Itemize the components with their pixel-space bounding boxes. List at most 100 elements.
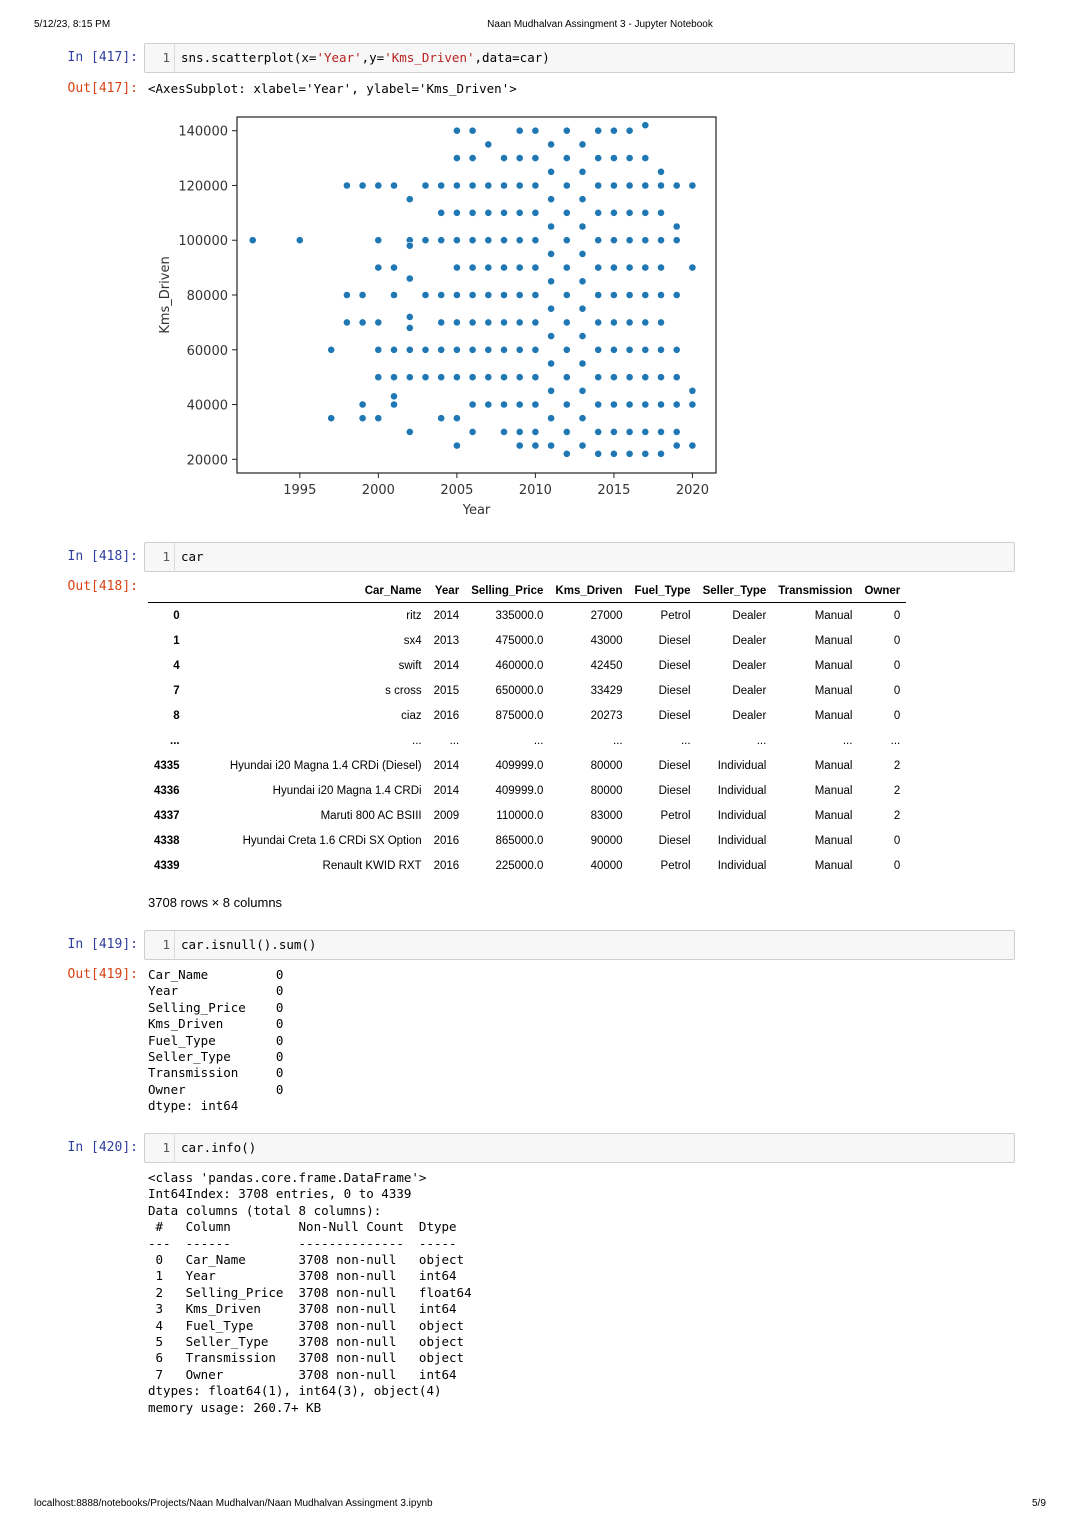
table-cell: 2014: [433, 609, 460, 622]
table-row: 4337 Maruti 800 AC BSIII 2009 110000.0 83000…: [148, 803, 906, 828]
scatter-point: [452, 373, 461, 382]
x-tick-label: 2005: [440, 483, 473, 498]
scatter-point: [641, 400, 650, 409]
scatter-point: [500, 236, 508, 245]
table-cell: Manual: [814, 634, 853, 647]
table-cell: Manual: [814, 834, 853, 847]
table-cell: Dealer: [732, 684, 767, 697]
code-token: sns.scatterplot(x=: [181, 50, 317, 65]
scatter-point: [625, 400, 634, 409]
table-row: 7 s cross 2015 650000.0 33429 Diesel Dealer Man…: [148, 678, 906, 703]
table-cell: 0: [893, 609, 901, 622]
scatter-point: [594, 208, 603, 217]
scatter-point: [609, 263, 618, 272]
scatter-point: [531, 291, 540, 299]
scatter-point: [358, 181, 367, 190]
column-header: [148, 580, 186, 603]
code-text[interactable]: car.info(): [181, 1140, 257, 1155]
table-cell: 33429: [590, 684, 623, 697]
table-cell: Manual: [814, 759, 853, 772]
scatter-point: [531, 400, 540, 409]
scatter-point: [657, 345, 665, 354]
scatter-point: [468, 154, 477, 162]
code-cell-418[interactable]: 1 car: [144, 542, 1015, 572]
code-text[interactable]: car.isnull().sum(): [181, 937, 317, 952]
scatter-point: [342, 318, 351, 327]
scatter-point: [672, 427, 681, 436]
scatter-point: [468, 263, 477, 272]
scatter-point: [657, 181, 665, 190]
scatter-point: [515, 236, 524, 245]
table-cell: 20273: [590, 709, 623, 722]
x-tick-label: 2000: [362, 483, 395, 498]
scatter-point: [562, 427, 571, 436]
code-cell-419[interactable]: 1 car.isnull().sum(): [144, 930, 1015, 960]
table-row: ...........................: [148, 728, 906, 753]
scatter-point: [625, 373, 634, 382]
scatter-point: [562, 449, 571, 458]
scatter-point: [609, 427, 618, 436]
scatter-point: [374, 318, 383, 327]
table-cell: 0: [893, 634, 901, 647]
scatter-point: [657, 427, 665, 436]
scatter-point: [641, 154, 650, 162]
scatter-point: [437, 414, 446, 423]
scatter-point: [500, 345, 508, 354]
scatter-point: [547, 277, 555, 286]
scatter-point: [484, 208, 493, 217]
code-text[interactable]: sns.scatterplot(x='Year',y='Kms_Driven',…: [181, 44, 550, 72]
table-cell: 90000: [590, 834, 623, 847]
out-prompt-418: Out[418]:: [67, 579, 138, 594]
table-cell: ...: [756, 734, 767, 747]
scatter-point: [594, 154, 603, 162]
scatter-point: [547, 195, 555, 204]
scatter-point: [531, 236, 540, 245]
scatter-point: [594, 449, 603, 458]
scatter-point: [500, 154, 508, 162]
table-cell: ...: [533, 734, 544, 747]
scatter-point: [452, 154, 461, 162]
column-header: Transmission: [772, 580, 859, 603]
scatter-point: [468, 236, 477, 245]
line-number: 1: [145, 44, 175, 72]
table-row: 8 ciaz 2016 875000.0 20273 Diesel Dealer Manual…: [148, 703, 906, 728]
scatter-point: [468, 208, 477, 217]
table-cell: Individual: [717, 859, 767, 872]
scatter-point: [531, 345, 540, 354]
scatter-point: [547, 332, 555, 340]
table-cell: 0: [893, 659, 901, 672]
table-cell: Dealer: [732, 709, 767, 722]
scatter-point: [421, 373, 430, 382]
scatter-point: [562, 400, 571, 409]
scatter-point: [641, 181, 650, 190]
scatter-point: [562, 291, 571, 299]
print-url: localhost:8888/notebooks/Projects/Naan M…: [34, 1498, 433, 1509]
code-text[interactable]: car: [181, 549, 204, 564]
row-index: 4: [173, 659, 180, 672]
scatter-point: [562, 236, 571, 245]
x-tick-label: 2015: [597, 483, 630, 498]
table-cell: 83000: [590, 809, 623, 822]
code-cell-420[interactable]: 1 car.info(): [144, 1133, 1015, 1163]
scatter-point: [327, 345, 336, 354]
x-tick-label: 2010: [519, 483, 552, 498]
scatter-point: [547, 359, 555, 368]
scatter-point: [515, 441, 524, 450]
scatter-point: [515, 291, 524, 299]
scatter-point: [594, 318, 603, 327]
code-cell-417[interactable]: 1 sns.scatterplot(x='Year',y='Kms_Driven…: [144, 43, 1015, 73]
out-prompt-417: Out[417]:: [67, 81, 138, 96]
table-cell: Manual: [814, 684, 853, 697]
table-cell: Individual: [717, 784, 767, 797]
scatter-point: [468, 291, 477, 299]
row-index: 4339: [154, 859, 180, 872]
table-row: 4336 Hyundai i20 Magna 1.4 CRDi 2014 409999…: [148, 778, 906, 803]
scatter-point: [374, 345, 383, 354]
table-cell: 80000: [590, 784, 623, 797]
table-cell: 0: [893, 834, 901, 847]
table-cell: 0: [893, 709, 901, 722]
scatter-point: [484, 318, 493, 327]
table-cell: 335000.0: [495, 609, 544, 622]
line-number: 1: [145, 543, 175, 571]
scatter-point: [594, 427, 603, 436]
